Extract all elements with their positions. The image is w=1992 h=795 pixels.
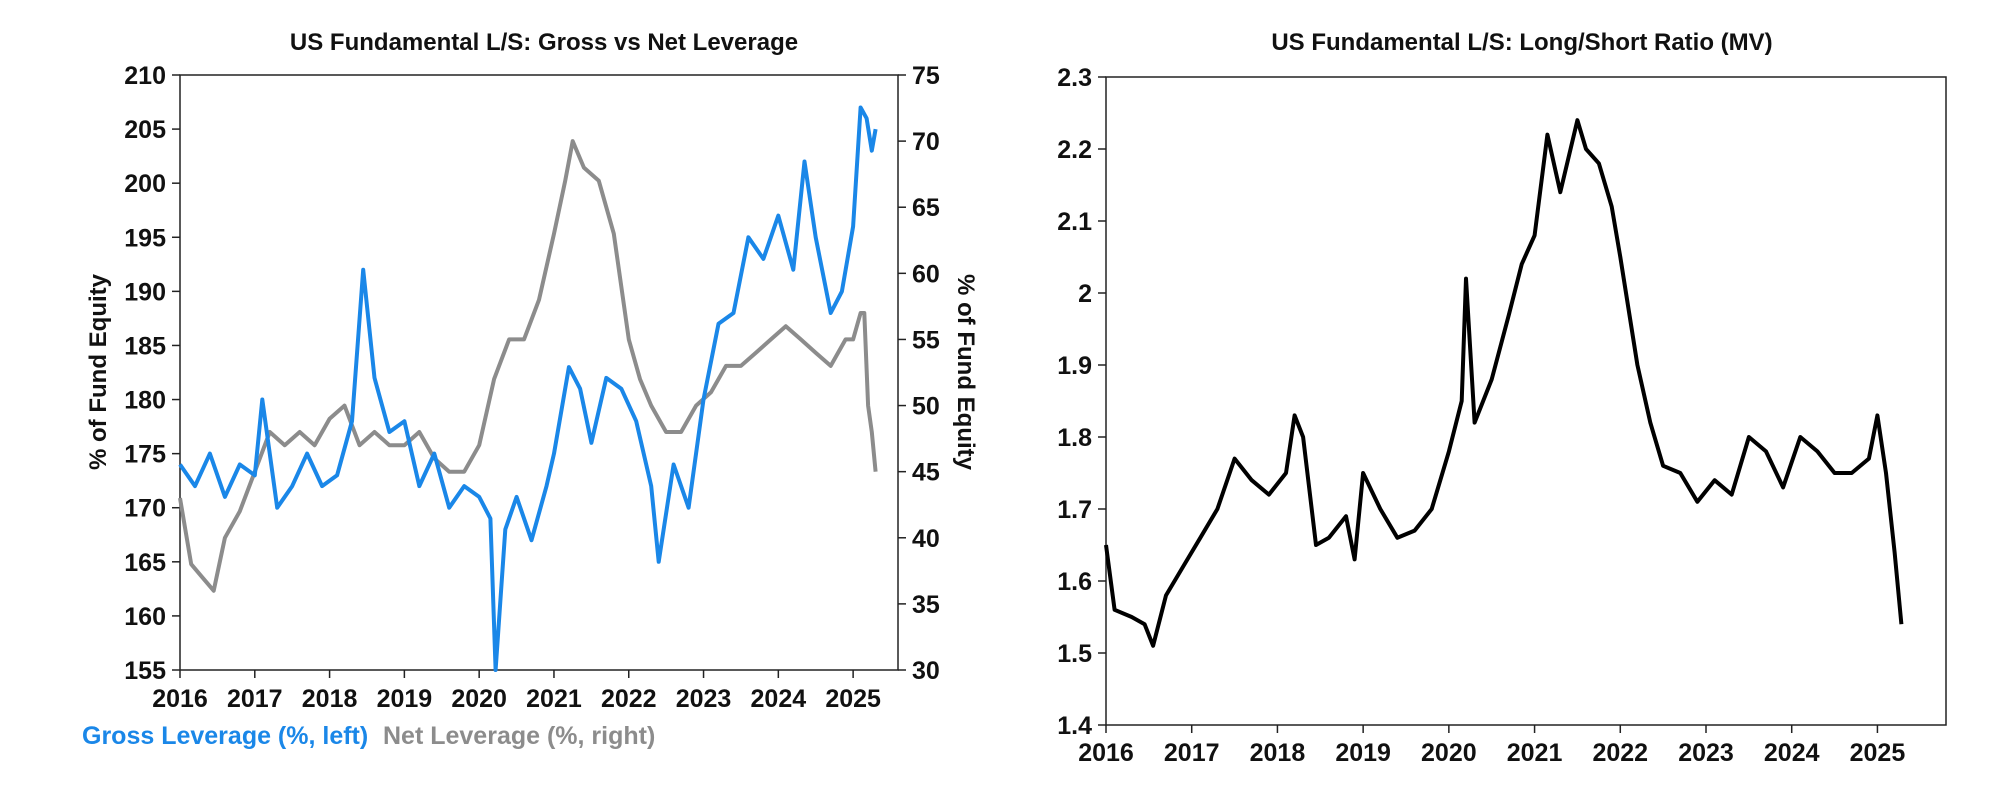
right-y-tick-label: 70: [912, 128, 940, 156]
left-x-tick-label: 2023: [676, 685, 732, 713]
right-y-tick-label: 65: [912, 194, 940, 222]
left-chart-legend: Gross Leverage (%, left) Net Leverage (%…: [82, 722, 655, 750]
net-leverage-line: [178, 139, 878, 593]
right-y-tick-label: 55: [912, 326, 940, 354]
right-y-tick-label: 50: [912, 393, 940, 421]
left-y-axis-label: % of Fund Equity: [85, 273, 112, 470]
right-chart-y-tick-label: 1.4: [1057, 712, 1092, 740]
gross-leverage-line: [178, 105, 878, 672]
left-y-tick-label: 195: [124, 224, 166, 252]
right-chart-y-tick-label: 1.7: [1057, 496, 1092, 524]
right-y-axis-label: % of Fund Equity: [952, 274, 979, 471]
left-chart-title: US Fundamental L/S: Gross vs Net Leverag…: [290, 29, 798, 56]
left-y-tick-label: 160: [124, 603, 166, 631]
right-chart-x-tick-label: 2023: [1678, 739, 1734, 767]
right-chart-y-tick-label: 1.6: [1057, 568, 1092, 596]
left-y-axis: 155 160 165 170 175 180 185 190 195 200 205 210: [124, 62, 180, 685]
left-y-tick-label: 210: [124, 62, 166, 90]
right-chart-x-tick-label: 2017: [1164, 739, 1220, 767]
right-chart-x-tick-label: 2018: [1250, 739, 1306, 767]
right-chart-x-tick-label: 2019: [1335, 739, 1391, 767]
right-chart-y-tick-label: 1.8: [1057, 424, 1092, 452]
left-y-tick-label: 185: [124, 332, 166, 360]
right-y-tick-label: 45: [912, 459, 940, 487]
right-y-tick-label: 30: [912, 657, 940, 685]
long-short-ratio-line: [1104, 118, 1904, 648]
right-chart-y-tick-label: 1.9: [1057, 352, 1092, 380]
left-x-tick-label: 2016: [152, 685, 208, 713]
left-chart: US Fundamental L/S: Gross vs Net Leverag…: [82, 29, 979, 750]
right-chart-x-tick-label: 2020: [1421, 739, 1477, 767]
legend-gross-leverage: Gross Leverage (%, left): [82, 722, 368, 750]
right-chart-y-axis: 1.4 1.5 1.6 1.7 1.8 1.9 2 2.1 2.2 2.3: [1057, 64, 1106, 740]
left-plot-frame: [179, 74, 899, 671]
right-chart: US Fundamental L/S: Long/Short Ratio (MV…: [1057, 29, 1947, 767]
right-y-tick-label: 75: [912, 62, 940, 90]
right-y-tick-label: 35: [912, 591, 940, 619]
right-y-tick-label: 60: [912, 260, 940, 288]
right-chart-y-tick-label: 2.2: [1057, 136, 1092, 164]
left-x-tick-label: 2020: [451, 685, 507, 713]
left-x-tick-label: 2017: [227, 685, 283, 713]
right-chart-y-tick-label: 2.1: [1057, 208, 1092, 236]
left-x-tick-label: 2019: [377, 685, 433, 713]
right-chart-y-tick-label: 2.3: [1057, 64, 1092, 92]
right-chart-y-tick-label: 2: [1078, 280, 1092, 308]
right-chart-title: US Fundamental L/S: Long/Short Ratio (MV…: [1271, 29, 1772, 56]
left-chart-series: [178, 105, 878, 672]
right-chart-series: [1104, 118, 1904, 648]
left-x-tick-label: 2025: [825, 685, 881, 713]
left-x-tick-label: 2021: [526, 685, 582, 713]
right-plot-frame: [1105, 76, 1947, 726]
left-y-tick-label: 170: [124, 495, 166, 523]
left-y-tick-label: 175: [124, 441, 166, 469]
right-chart-x-tick-label: 2024: [1764, 739, 1820, 767]
left-y-tick-label: 180: [124, 387, 166, 415]
right-chart-y-tick-label: 1.5: [1057, 640, 1092, 668]
left-y-tick-label: 205: [124, 116, 166, 144]
left-y-tick-label: 200: [124, 170, 166, 198]
right-chart-x-tick-label: 2025: [1850, 739, 1906, 767]
right-y-tick-label: 40: [912, 525, 940, 553]
left-y-tick-label: 190: [124, 278, 166, 306]
right-chart-x-tick-label: 2022: [1592, 739, 1648, 767]
right-chart-x-tick-label: 2016: [1078, 739, 1134, 767]
right-y-axis: 30 35 40 45 50 55 60 65 70 75: [898, 62, 940, 685]
left-x-tick-label: 2024: [751, 685, 807, 713]
right-chart-x-tick-label: 2021: [1507, 739, 1563, 767]
left-y-tick-label: 165: [124, 549, 166, 577]
left-x-tick-label: 2022: [601, 685, 657, 713]
left-x-axis: 2016 2017 2018 2019 2020 2021 2022 2023 2024 2025: [152, 670, 881, 713]
left-x-tick-label: 2018: [302, 685, 358, 713]
right-chart-x-axis: 2016 2017 2018 2019 2020 2021 2022 2023 2024 2025: [1078, 725, 1905, 767]
legend-net-leverage: Net Leverage (%, right): [383, 722, 655, 750]
left-y-tick-label: 155: [124, 657, 166, 685]
